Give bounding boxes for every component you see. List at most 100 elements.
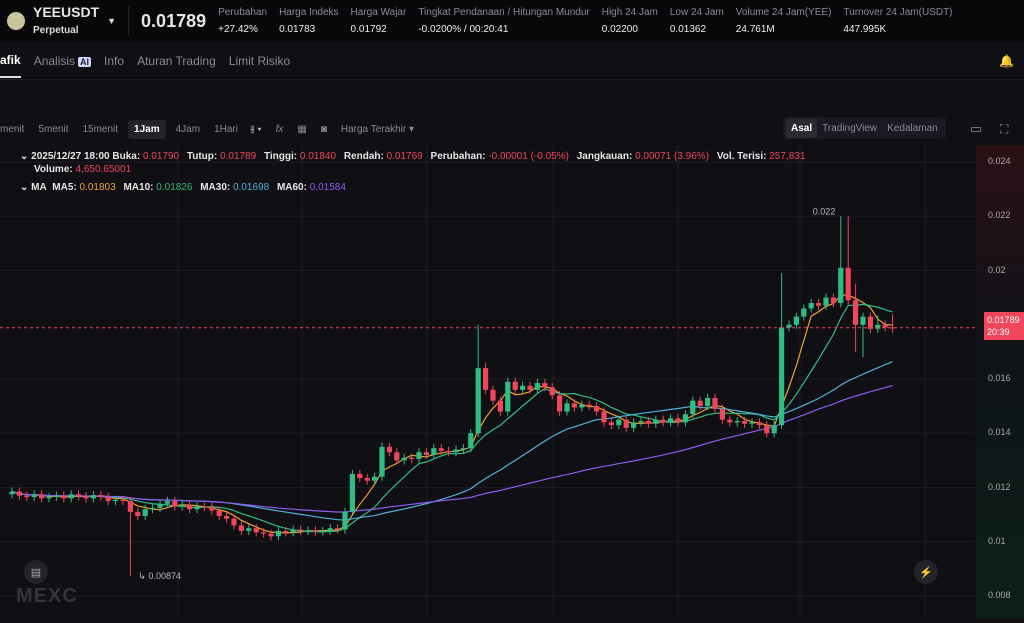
candle-body (779, 327, 785, 426)
tab-risk-limit[interactable]: Limit Risiko (228, 53, 291, 68)
candle-body (682, 414, 688, 423)
chevron-down-icon[interactable]: ⌄ (20, 182, 29, 193)
candle-body (468, 433, 474, 449)
price-axis[interactable]: 0.01789 20:39 0.024 0.022 0.02 0.016 0.014 0.0… (976, 145, 1024, 618)
candle-body (719, 408, 725, 420)
candle-body (68, 494, 74, 499)
candle-body (431, 448, 437, 455)
candle-body (335, 528, 341, 530)
candle-body (401, 457, 407, 461)
stat-1: Harga Indeks 0.01783 (279, 7, 339, 35)
candle-body (194, 506, 200, 510)
interval-4h[interactable]: 4Jam (175, 123, 201, 135)
candle-body (838, 267, 844, 304)
candle-body (608, 422, 614, 426)
symbol-selector[interactable]: YEEUSDT Perpetual (33, 4, 100, 36)
interval-minute[interactable]: menit (0, 123, 25, 135)
window-icon[interactable]: ▭ (970, 121, 983, 136)
candle-body (268, 533, 274, 537)
coin-logo-icon (7, 12, 25, 30)
price-type-dropdown[interactable]: Harga Terakhir ▾ (340, 123, 415, 135)
tab-chart[interactable]: afik (0, 43, 21, 78)
candle-body (631, 422, 637, 428)
ma-legend: ⌄ MA MA5: 0.01803 MA10: 0.01826 MA30: 0.… (20, 182, 346, 193)
candle-body (53, 495, 59, 497)
stat-6: Volume 24 Jam(YEE) 24.761M (735, 7, 832, 35)
chart-canvas[interactable]: 0.022 ↳ 0.00874 (0, 145, 1024, 618)
candle-body (594, 406, 600, 412)
candle-body (801, 308, 807, 317)
interval-5m[interactable]: 5menit (38, 123, 69, 135)
candle-body (705, 397, 711, 407)
view-original[interactable]: Asal (786, 118, 818, 138)
candle-body (542, 383, 548, 388)
interval-1h[interactable]: 1Jam (128, 119, 166, 139)
candle-body (512, 381, 518, 390)
news-button[interactable]: ▤ (24, 560, 48, 584)
chevron-down-icon[interactable]: ⌄ (20, 151, 29, 162)
interval-1d[interactable]: 1Hari (214, 123, 238, 135)
tab-info[interactable]: Info (104, 53, 125, 68)
tab-analysis[interactable]: Analisis AI (33, 53, 92, 68)
candle-body (113, 499, 119, 502)
interval-15m[interactable]: 15menit (82, 123, 119, 135)
candle-body (253, 528, 259, 533)
candle-body (616, 419, 622, 426)
y-tick: 0.008 (988, 590, 1011, 600)
candle-body (372, 476, 378, 481)
candle-body (653, 419, 659, 424)
tab-trading-rules[interactable]: Aturan Trading (137, 53, 216, 68)
candle-body (98, 495, 104, 497)
candle-body (668, 418, 674, 423)
candle-body (231, 518, 237, 526)
candle-body (312, 530, 318, 532)
candle-body (690, 400, 696, 415)
candle-body (275, 530, 281, 537)
indicator-fx-icon[interactable]: fx (275, 123, 284, 135)
candle-body (571, 403, 577, 408)
lightning-button[interactable]: ⚡ (914, 560, 938, 584)
candle-body (638, 421, 644, 423)
candle-body (394, 452, 400, 461)
candle-body (127, 501, 133, 512)
y-tick: 0.02 (988, 264, 1006, 275)
low-annotation: ↳ 0.00874 (138, 571, 181, 581)
candle-body (623, 419, 629, 428)
candle-body (816, 303, 822, 306)
camera-icon[interactable]: ◙ (320, 123, 327, 135)
candle-body (16, 491, 22, 496)
ma30-line (11, 361, 893, 521)
candle-body (327, 528, 333, 531)
candle-body (734, 421, 740, 423)
candle-body (742, 421, 748, 424)
candle-body (882, 324, 888, 328)
candle-body (853, 300, 859, 325)
view-tradingview[interactable]: TradingView (822, 122, 878, 134)
candle-body (490, 389, 496, 401)
candle-body (438, 448, 444, 451)
candle-body (549, 387, 555, 396)
candle-body (727, 419, 733, 423)
candle-body (697, 400, 703, 407)
last-price: 0.01789 (141, 10, 207, 31)
candle-body (845, 267, 851, 301)
candle-body (505, 381, 511, 412)
candlestick-chart[interactable]: 0.022 ↳ 0.00874 ⌄ 2025/12/27 18:00 Buka: … (0, 145, 1024, 618)
candle-body (216, 510, 222, 516)
chevron-down-icon[interactable]: ▼ (107, 16, 117, 26)
candle-body (320, 530, 326, 532)
candle-body (423, 452, 429, 455)
candle-body (786, 324, 792, 328)
candle-body (660, 419, 666, 423)
candle-body (712, 397, 718, 409)
bell-icon[interactable]: 🔔 (999, 54, 1014, 68)
ai-badge: AI (78, 56, 92, 67)
candle-body (305, 530, 311, 532)
candle-body (187, 505, 193, 510)
candle-type-icon[interactable]: ⫵ ▾ (249, 123, 262, 135)
layout-grid-icon[interactable]: ▦ (297, 123, 307, 135)
fullscreen-icon[interactable]: ⛶ (1000, 121, 1009, 136)
stat-3: Tingkat Pendanaan / Hitungan Mundur -0.02… (418, 7, 590, 35)
view-depth[interactable]: Kedalaman (887, 122, 938, 134)
candle-body (645, 421, 651, 424)
